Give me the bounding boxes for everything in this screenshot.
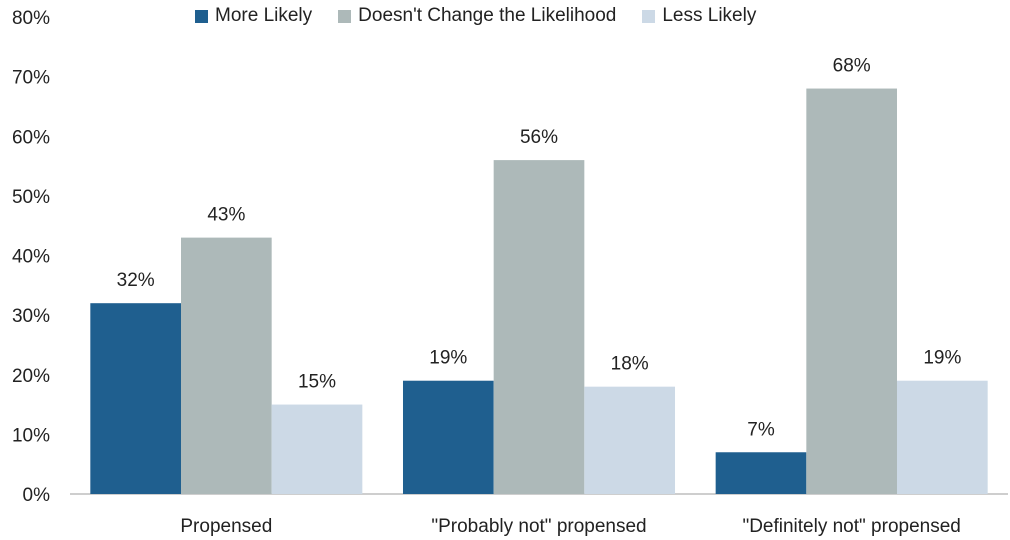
- y-tick-label: 70%: [12, 68, 50, 89]
- legend-label-no-change: Doesn't Change the Likelihood: [358, 5, 617, 26]
- data-label: 56%: [520, 127, 558, 148]
- data-label: 19%: [923, 348, 961, 369]
- bar: [584, 386, 676, 494]
- y-tick-label: 40%: [12, 247, 50, 268]
- data-label: 18%: [611, 354, 649, 375]
- legend-swatch-more-likely: [195, 9, 208, 23]
- data-label: 32%: [117, 270, 155, 291]
- bar: [180, 237, 272, 495]
- legend-label-less-likely: Less Likely: [662, 5, 757, 26]
- bar: [402, 380, 494, 494]
- y-tick-label: 80%: [12, 8, 50, 29]
- bar: [493, 160, 585, 494]
- legend-swatch-no-change: [338, 9, 352, 23]
- bar: [806, 88, 898, 495]
- legend-item-more-likely: More Likely: [195, 5, 312, 27]
- x-tick-label: "Definitely not" propensed: [742, 516, 960, 537]
- legend-item-less-likely: Less Likely: [642, 5, 756, 27]
- bar: [715, 452, 807, 494]
- legend-swatch-less-likely: [642, 9, 656, 23]
- legend-item-no-change: Doesn't Change the Likelihood: [338, 5, 616, 27]
- data-label: 43%: [207, 205, 245, 226]
- bar: [897, 380, 988, 494]
- x-tick-label: "Probably not" propensed: [431, 516, 646, 537]
- legend-label-more-likely: More Likely: [215, 5, 313, 26]
- bar: [90, 303, 181, 494]
- data-label: 19%: [429, 348, 467, 369]
- y-tick-label: 30%: [12, 306, 50, 327]
- legend: More Likely Doesn't Change the Likelihoo…: [195, 5, 756, 27]
- y-tick-label: 20%: [12, 366, 50, 387]
- data-label: 68%: [833, 56, 871, 77]
- x-tick-label: Propensed: [180, 516, 272, 537]
- y-tick-label: 10%: [12, 425, 50, 446]
- y-tick-label: 60%: [12, 127, 50, 148]
- data-label: 7%: [747, 419, 775, 440]
- data-label: 15%: [298, 372, 336, 393]
- bar: [271, 404, 363, 494]
- y-tick-label: 0%: [23, 485, 51, 506]
- y-tick-label: 50%: [12, 187, 50, 208]
